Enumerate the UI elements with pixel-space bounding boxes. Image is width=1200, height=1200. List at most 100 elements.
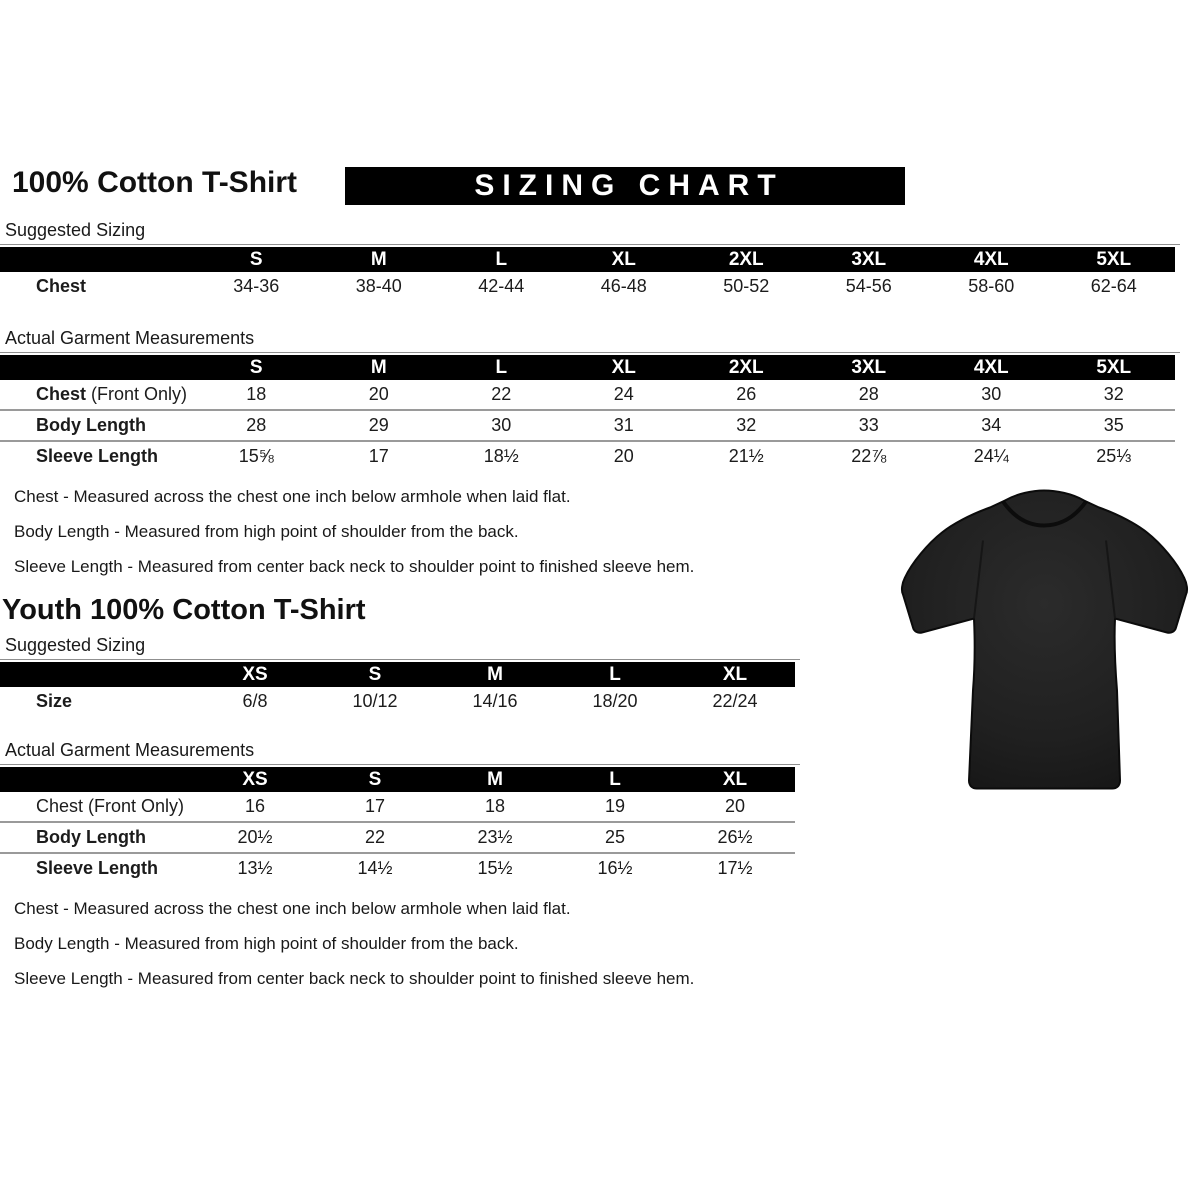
column-header: XS xyxy=(242,768,268,790)
measurement-value: 18/20 xyxy=(592,691,638,711)
measurement-value: 50-52 xyxy=(723,276,770,296)
measurement-value: 16 xyxy=(244,796,266,816)
column-header: 2XL xyxy=(728,356,764,378)
column-header: 5XL xyxy=(1096,248,1132,270)
table-row: Sleeve Length 13½ 14½ 15½ 16½ 17½ xyxy=(0,852,795,883)
measurement-value: 19 xyxy=(604,796,626,816)
table-row: Chest (Front Only) 18 20 22 24 26 28 30 32 xyxy=(0,380,1175,409)
measurement-value: 20½ xyxy=(237,827,273,847)
measurement-value: 46-48 xyxy=(600,276,647,296)
column-header: 4XL xyxy=(973,248,1009,270)
tshirt-right-sleeve-seam xyxy=(1105,540,1116,619)
row-label: Chest xyxy=(0,276,195,297)
table-body: Chest 34-36 38-40 42-44 46-48 50-52 54-56 58-60… xyxy=(0,272,1175,301)
row-label: Chest (Front Only) xyxy=(0,796,195,817)
measurement-value: 58-60 xyxy=(968,276,1015,296)
adult-measurement-notes: Chest - Measured across the chest one in… xyxy=(14,479,1200,584)
note-line: Body Length - Measured from high point o… xyxy=(14,522,519,541)
table-row: Sleeve Length 15⅝ 17 18½ 20 21½ 22⅞ 24¼ 25⅓ xyxy=(0,440,1175,471)
adult-actual-measurements-label: Actual Garment Measurements xyxy=(0,328,1180,353)
black-tshirt-illustration xyxy=(900,489,1189,790)
measurement-value: 38-40 xyxy=(355,276,402,296)
adult-suggested-sizing-table: S M L XL 2XL 3XL 4XL 5XL Chest 34-36 38-40 42-44 46-… xyxy=(0,247,1175,301)
measurement-value: 22 xyxy=(491,384,512,404)
measurement-value: 18 xyxy=(246,384,267,404)
measurement-value: 20 xyxy=(613,446,634,466)
measurement-value: 62-64 xyxy=(1090,276,1137,296)
column-header: L xyxy=(609,768,621,790)
tshirt-collar-seam xyxy=(1001,500,1088,528)
measurement-value: 14½ xyxy=(357,858,393,878)
measurement-value: 20 xyxy=(724,796,746,816)
measurement-value: 35 xyxy=(1103,415,1124,435)
measurement-value: 13½ xyxy=(237,858,273,878)
measurement-value: 17 xyxy=(364,796,386,816)
measurement-value: 30 xyxy=(491,415,512,435)
measurement-value: 28 xyxy=(246,415,267,435)
measurement-value: 26½ xyxy=(717,827,753,847)
column-header: M xyxy=(487,768,503,790)
row-label-text: Size xyxy=(36,691,73,711)
column-header: S xyxy=(368,768,382,790)
page-header: 100% Cotton T-Shirt SIZING CHART xyxy=(0,166,1200,210)
table-body: Chest (Front Only) 16 17 18 19 20 Body Length 2… xyxy=(0,792,795,883)
tshirt-body-silhouette xyxy=(900,489,1189,790)
measurement-value: 24¼ xyxy=(973,446,1009,466)
column-header: XL xyxy=(611,356,636,378)
row-label: Size xyxy=(0,691,195,712)
column-header: M xyxy=(487,663,503,685)
table-header-row: S M L XL 2XL 3XL 4XL 5XL xyxy=(0,247,1175,272)
measurement-value: 16½ xyxy=(597,858,633,878)
column-header: L xyxy=(495,356,508,378)
column-header: 3XL xyxy=(851,356,887,378)
measurement-value: 31 xyxy=(613,415,634,435)
column-header: 3XL xyxy=(851,248,887,270)
table-body: Size 6/8 10/12 14/16 18/20 22/24 xyxy=(0,687,795,716)
row-label-text: Sleeve Length xyxy=(36,858,159,878)
column-header: 5XL xyxy=(1096,356,1132,378)
row-label: Sleeve Length xyxy=(0,858,195,879)
table-body: Chest (Front Only) 18 20 22 24 26 28 30 32 Body L… xyxy=(0,380,1175,471)
measurement-value: 14/16 xyxy=(472,691,518,711)
note-line: Chest - Measured across the chest one in… xyxy=(14,899,571,918)
measurement-value: 33 xyxy=(858,415,879,435)
measurement-value: 22⅞ xyxy=(851,446,887,466)
measurement-value: 15½ xyxy=(477,858,513,878)
sizing-chart-banner: SIZING CHART xyxy=(345,167,905,205)
measurement-value: 17½ xyxy=(717,858,753,878)
note-line: Chest - Measured across the chest one in… xyxy=(14,487,571,506)
adult-actual-measurements-table: S M L XL 2XL 3XL 4XL 5XL Chest (Front Only) 18 20 2… xyxy=(0,355,1175,471)
measurement-value: 42-44 xyxy=(478,276,525,296)
column-header: 2XL xyxy=(728,248,764,270)
measurement-value: 32 xyxy=(1103,384,1124,404)
row-label-suffix: (Front Only) xyxy=(83,796,185,816)
measurement-value: 10/12 xyxy=(352,691,398,711)
row-label-suffix: (Front Only) xyxy=(86,384,188,404)
youth-actual-measurements-table: XS S M L XL Chest (Front Only) 16 17 18 19 20 Body … xyxy=(0,767,795,883)
measurement-value: 54-56 xyxy=(845,276,892,296)
measurement-value: 18½ xyxy=(483,446,519,466)
row-label-text: Chest xyxy=(36,384,87,404)
measurement-value: 6/8 xyxy=(242,691,268,711)
youth-suggested-sizing-table: XS S M L XL Size 6/8 10/12 14/16 18/20 22/24 xyxy=(0,662,795,716)
row-label: Sleeve Length xyxy=(0,446,195,467)
youth-measurement-notes: Chest - Measured across the chest one in… xyxy=(14,891,1200,996)
measurement-value: 34 xyxy=(981,415,1002,435)
measurement-value: 22/24 xyxy=(712,691,758,711)
column-header: L xyxy=(495,248,508,270)
note-line: Sleeve Length - Measured from center bac… xyxy=(14,969,695,988)
measurement-value: 20 xyxy=(368,384,389,404)
measurement-value: 21½ xyxy=(728,446,764,466)
adult-suggested-sizing-label: Suggested Sizing xyxy=(0,220,1180,245)
youth-section: Suggested Sizing XS S M L XL Size 6/8 10/12 14/1… xyxy=(0,635,1200,996)
measurement-value: 32 xyxy=(736,415,757,435)
column-header: XL xyxy=(722,663,748,685)
column-header: S xyxy=(249,248,263,270)
tshirt-photo xyxy=(893,478,1195,803)
table-header-row: XS S M L XL xyxy=(0,662,795,687)
column-header: L xyxy=(609,663,621,685)
table-header-row: XS S M L XL xyxy=(0,767,795,792)
note-line: Body Length - Measured from high point o… xyxy=(14,934,519,953)
measurement-value: 18 xyxy=(484,796,506,816)
